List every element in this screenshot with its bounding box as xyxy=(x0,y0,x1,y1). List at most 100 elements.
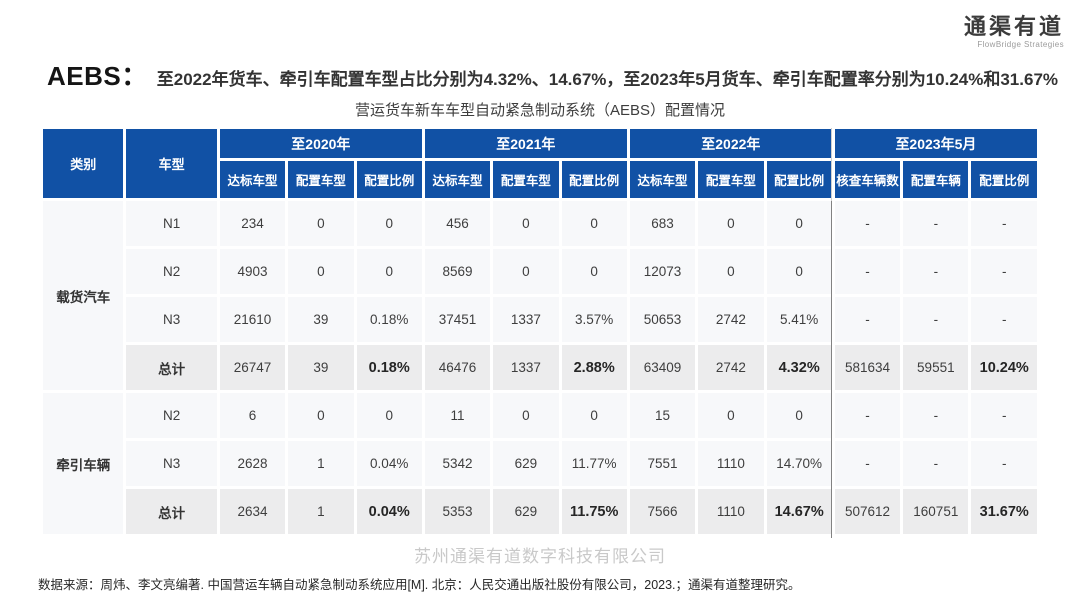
header-row-subs: 达标车型 配置车型 配置比例 达标车型 配置车型 配置比例 达标车型 配置车型 配置比例 核查车辆… xyxy=(43,161,1037,198)
value-cell: 63409 xyxy=(629,345,696,390)
page-title-text: 至2022年货车、牵引车配置车型占比分别为4.32%、14.67%，至2023年… xyxy=(156,70,1059,89)
value-cell: 683 xyxy=(629,201,696,246)
value-cell: 31.67% xyxy=(971,489,1037,534)
value-cell: 581634 xyxy=(834,345,901,390)
column-header: 配置比例 xyxy=(561,161,627,198)
column-group-header: 至2023年5月 xyxy=(834,129,1037,158)
value-cell: - xyxy=(971,297,1037,342)
header-row-groups: 类别 车型 至2020年 至2021年 至2022年 至2023年5月 xyxy=(43,129,1037,198)
value-cell: 0 xyxy=(698,393,764,438)
value-cell: 234 xyxy=(219,201,286,246)
value-cell: 0 xyxy=(356,393,422,438)
column-header: 达标车型 xyxy=(629,161,696,198)
value-cell: 0 xyxy=(493,393,559,438)
value-cell: 11.75% xyxy=(561,489,627,534)
column-header: 配置比例 xyxy=(356,161,422,198)
value-cell: 1337 xyxy=(493,345,559,390)
column-header-model: 车型 xyxy=(126,129,217,198)
table-row: N3 2628 1 0.04% 5342 629 11.77% 7551 1110 14.70% -… xyxy=(43,441,1037,486)
column-header: 核查车辆数 xyxy=(834,161,901,198)
column-header: 配置车辆 xyxy=(903,161,969,198)
value-cell: - xyxy=(971,441,1037,486)
value-cell: 50653 xyxy=(629,297,696,342)
data-source-note: 数据来源：周炜、李文亮编著. 中国营运车辆自动紧急制动系统应用[M]. 北京：人… xyxy=(38,578,801,592)
value-cell: 1110 xyxy=(698,489,764,534)
value-cell: 456 xyxy=(424,201,491,246)
value-cell: 1 xyxy=(288,489,354,534)
value-cell: - xyxy=(903,201,969,246)
value-cell: 0 xyxy=(766,201,832,246)
value-cell: 3.57% xyxy=(561,297,627,342)
value-cell: - xyxy=(834,441,901,486)
value-cell: 1337 xyxy=(493,297,559,342)
value-cell: 15 xyxy=(629,393,696,438)
value-cell: - xyxy=(903,441,969,486)
value-cell: 2628 xyxy=(219,441,286,486)
value-cell: 39 xyxy=(288,345,354,390)
value-cell: 7566 xyxy=(629,489,696,534)
model-cell: N3 xyxy=(126,441,217,486)
model-cell: 总计 xyxy=(126,489,217,534)
value-cell: 1 xyxy=(288,441,354,486)
value-cell: 629 xyxy=(493,441,559,486)
value-cell: 0 xyxy=(288,201,354,246)
value-cell: 0.04% xyxy=(356,441,422,486)
category-cell: 载货汽车 xyxy=(43,201,124,390)
model-cell: 总计 xyxy=(126,345,217,390)
page-title-prefix: AEBS： xyxy=(47,61,148,91)
model-cell: N2 xyxy=(126,393,217,438)
column-header: 配置比例 xyxy=(971,161,1037,198)
value-cell: 11 xyxy=(424,393,491,438)
value-cell: 0 xyxy=(766,393,832,438)
value-cell: - xyxy=(834,297,901,342)
value-cell: 21610 xyxy=(219,297,286,342)
column-header: 配置车型 xyxy=(493,161,559,198)
brand-logo-name: 通渠有道 xyxy=(963,14,1064,39)
value-cell: 0.18% xyxy=(356,345,422,390)
value-cell: 0.18% xyxy=(356,297,422,342)
column-group-header: 至2022年 xyxy=(629,129,832,158)
category-cell: 牵引车辆 xyxy=(43,393,124,534)
column-group-header: 至2021年 xyxy=(424,129,627,158)
value-cell: - xyxy=(834,393,901,438)
brand-logo-subtitle: FlowBridge Strategies xyxy=(977,40,1064,50)
model-cell: N3 xyxy=(126,297,217,342)
page-title: AEBS： 至2022年货车、牵引车配置车型占比分别为4.32%、14.67%，… xyxy=(47,56,1058,93)
value-cell: 1110 xyxy=(698,441,764,486)
model-cell: N1 xyxy=(126,201,217,246)
table-row: N2 4903 0 0 8569 0 0 12073 0 0- - - xyxy=(43,249,1037,294)
value-cell: 0 xyxy=(356,249,422,294)
value-cell: 0.04% xyxy=(356,489,422,534)
value-cell: 0 xyxy=(698,201,764,246)
model-cell: N2 xyxy=(126,249,217,294)
table-row: 总计 2634 1 0.04% 5353 629 11.75% 7566 1110 14.67% 5… xyxy=(43,489,1037,534)
value-cell: 0 xyxy=(561,393,627,438)
company-watermark: 苏州通渠有道数字科技有限公司 xyxy=(414,547,666,566)
aebs-table: 类别 车型 至2020年 至2021年 至2022年 至2023年5月 达标车型 配置车… xyxy=(40,126,1040,537)
value-cell: 5.41% xyxy=(766,297,832,342)
table-row: 总计 26747 39 0.18% 46476 1337 2.88% 63409 2742 4.3… xyxy=(43,345,1037,390)
value-cell: 39 xyxy=(288,297,354,342)
value-cell: 12073 xyxy=(629,249,696,294)
value-cell: 37451 xyxy=(424,297,491,342)
value-cell: 0 xyxy=(493,201,559,246)
column-group-header: 至2020年 xyxy=(219,129,422,158)
value-cell: - xyxy=(903,393,969,438)
value-cell: 5353 xyxy=(424,489,491,534)
value-cell: 0 xyxy=(356,201,422,246)
value-cell: 160751 xyxy=(903,489,969,534)
value-cell: 507612 xyxy=(834,489,901,534)
value-cell: 0 xyxy=(288,393,354,438)
value-cell: - xyxy=(834,249,901,294)
value-cell: 2634 xyxy=(219,489,286,534)
column-header-category: 类别 xyxy=(43,129,124,198)
table-row: 牵引车辆 N2 6 0 0 11 0 0 15 0 0- - - xyxy=(43,393,1037,534)
value-cell: 2742 xyxy=(698,297,764,342)
brand-logo: 通渠有道 FlowBridge Strategies xyxy=(963,14,1064,50)
value-cell: - xyxy=(903,249,969,294)
value-cell: 7551 xyxy=(629,441,696,486)
table-row: N3 21610 39 0.18% 37451 1337 3.57% 50653 2742 5.4… xyxy=(43,297,1037,342)
value-cell: 629 xyxy=(493,489,559,534)
table-caption: 营运货车新车车型自动紧急制动系统（AEBS）配置情况 xyxy=(354,102,726,119)
